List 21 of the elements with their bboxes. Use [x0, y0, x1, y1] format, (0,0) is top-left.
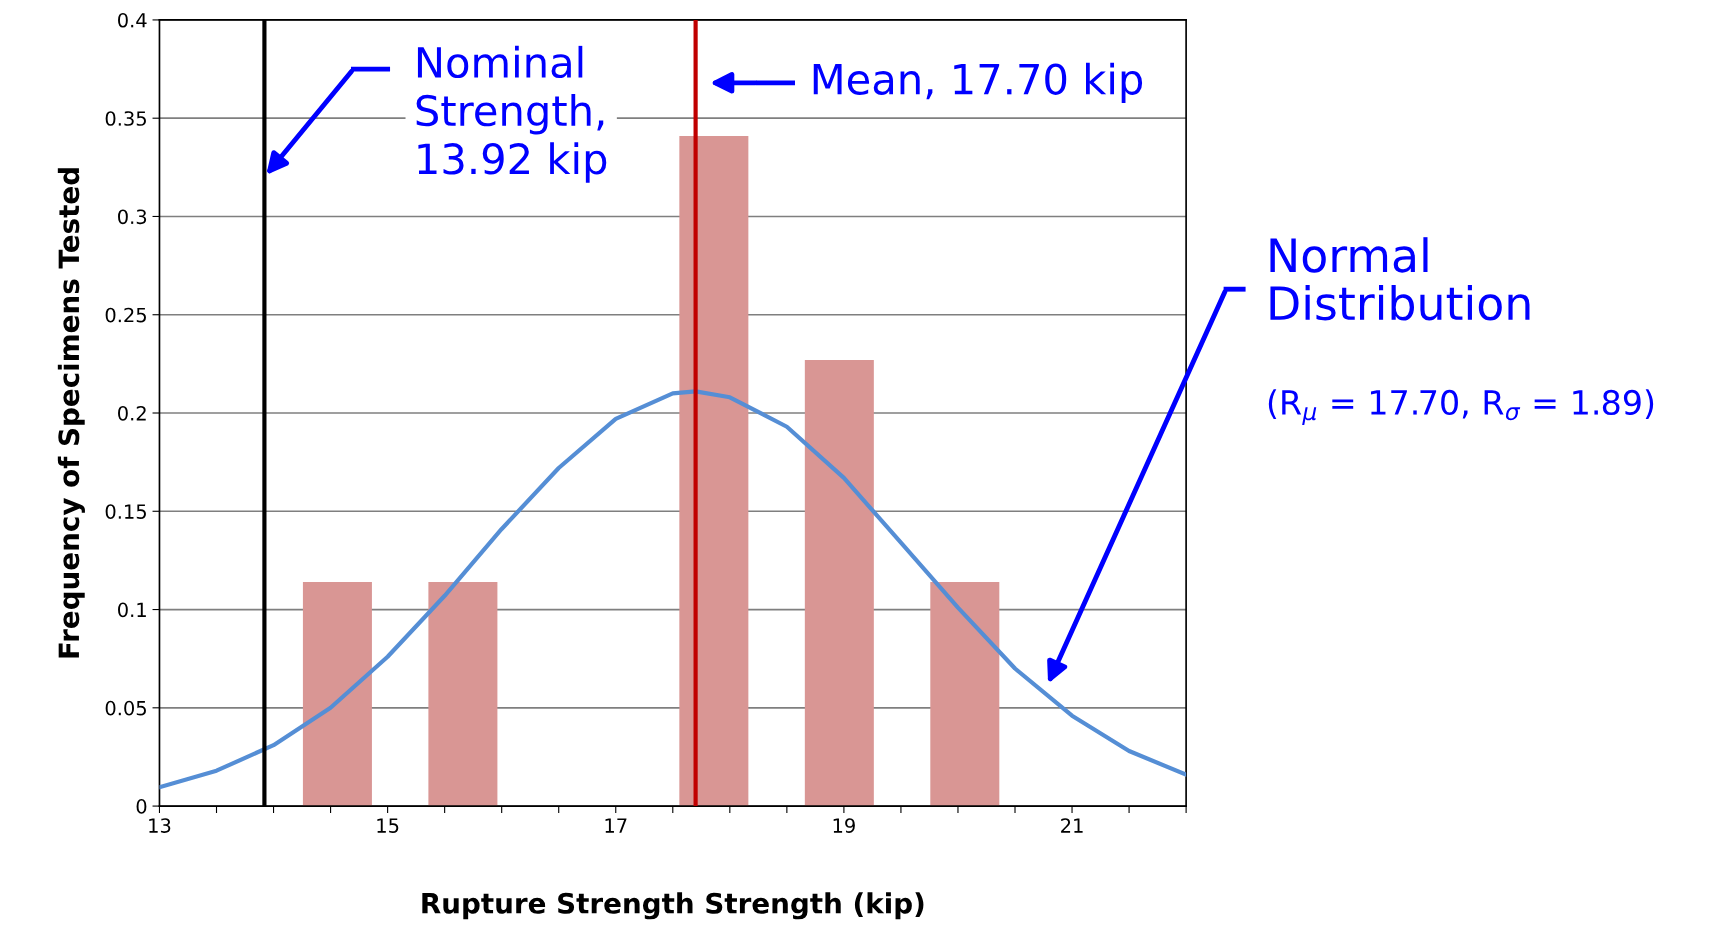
line-series	[159, 389, 1187, 790]
y-tick-label: 0.25	[105, 307, 146, 323]
annotation: Nominal Strength, 13.92 kip	[416, 45, 607, 183]
y-tick-label: 0.4	[118, 12, 147, 28]
x-axis-title: Rupture Strength Strength (kip)	[422, 892, 924, 920]
y-tick-label: 0.35	[105, 111, 146, 126]
y-tick-label: 0.15	[105, 504, 146, 519]
x-tick-label: 13	[149, 818, 171, 833]
text: Normal Distribution	[1270, 237, 1530, 321]
y-tick-label: 0.2	[118, 405, 146, 421]
text: (R$_{μ}$ = 17.70, R$_{σ}$ = 1.89)	[1268, 389, 1654, 425]
y-axis-title: Frequency of Specimens Tested	[57, 168, 85, 658]
y-tick-label: 0.3	[118, 209, 147, 225]
y-tick-label: 0	[136, 799, 147, 814]
y-tick-label: 0.1	[118, 602, 146, 618]
x-tick-label: 19	[833, 818, 855, 833]
x-tick-label: 15	[377, 818, 399, 833]
x-tick-label: 17	[605, 818, 627, 833]
ref-line-label: Mean, 17.70 kip	[813, 62, 1143, 103]
y-tick-label: 0.05	[105, 700, 146, 716]
x-tick-label: 21	[1061, 818, 1083, 833]
